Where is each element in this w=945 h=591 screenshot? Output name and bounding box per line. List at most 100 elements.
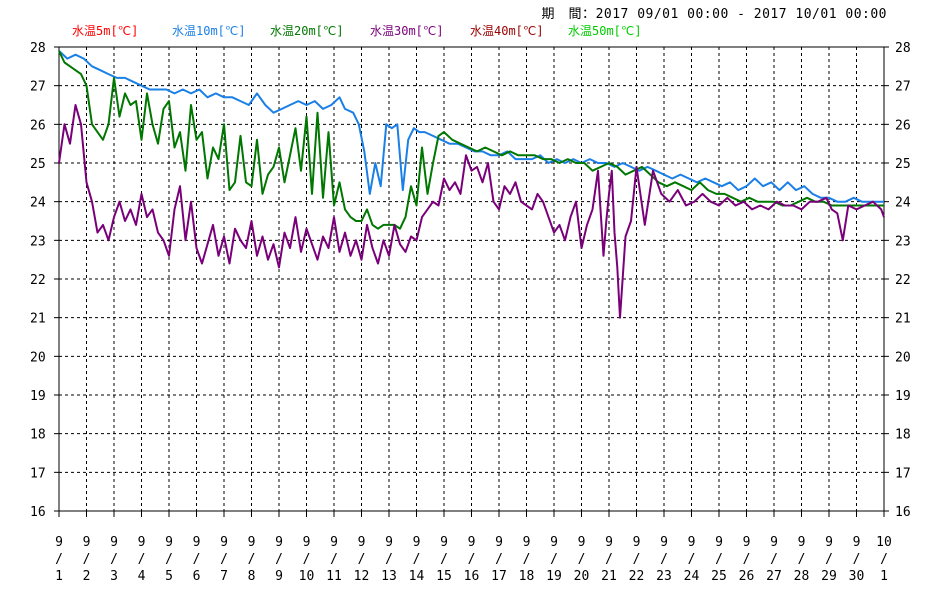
y-tick-label-right: 20 <box>895 350 911 365</box>
y-tick-label-right: 25 <box>895 157 911 172</box>
x-tick-label-month: 9 <box>853 535 861 550</box>
x-tick-label-day: 14 <box>409 569 425 584</box>
y-tick-label-right: 24 <box>895 196 911 211</box>
x-tick-label-day: 5 <box>165 569 173 584</box>
x-tick-label-separator: / <box>853 552 861 567</box>
x-tick-label-separator: / <box>770 552 778 567</box>
legend-item: 水温40m[℃] <box>470 24 544 38</box>
x-tick-label-month: 9 <box>770 535 778 550</box>
period-label: 期 間：2017 09/01 00:00 - 2017 10/01 00:00 <box>542 3 887 22</box>
x-tick-label-day: 11 <box>326 569 342 584</box>
x-tick-label-month: 9 <box>275 535 283 550</box>
x-tick-label-day: 19 <box>546 569 562 584</box>
x-tick-label-separator: / <box>660 552 668 567</box>
y-tick-label-right: 16 <box>895 505 911 520</box>
x-tick-label-month: 9 <box>715 535 723 550</box>
x-tick-label-day: 18 <box>519 569 535 584</box>
x-tick-label-separator: / <box>165 552 173 567</box>
x-tick-label-separator: / <box>825 552 833 567</box>
x-tick-label-month: 9 <box>798 535 806 550</box>
x-tick-label-month: 9 <box>523 535 531 550</box>
x-tick-label-day: 17 <box>491 569 507 584</box>
x-tick-label-day: 15 <box>436 569 452 584</box>
x-tick-label-day: 4 <box>138 569 146 584</box>
x-tick-label-separator: / <box>468 552 476 567</box>
series-line <box>58 50 884 230</box>
x-tick-label-day: 23 <box>656 569 672 584</box>
x-tick-label-separator: / <box>83 552 91 567</box>
x-tick-label-separator: / <box>605 552 613 567</box>
x-tick-label-separator: / <box>440 552 448 567</box>
x-tick-label-separator: / <box>413 552 421 567</box>
y-tick-label-right: 19 <box>895 389 911 404</box>
legend-item: 水温30m[℃] <box>370 24 444 38</box>
y-tick-label-left: 28 <box>30 41 46 56</box>
x-tick-label-separator: / <box>55 552 63 567</box>
x-tick-label-day: 30 <box>849 569 865 584</box>
x-tick-label-month: 9 <box>83 535 91 550</box>
x-tick-label-day: 25 <box>711 569 727 584</box>
x-tick-label-month: 9 <box>385 535 393 550</box>
x-tick-label-separator: / <box>798 552 806 567</box>
legend-item: 水温20m[℃] <box>270 24 344 38</box>
legend-item: 水温5m[℃] <box>72 24 139 38</box>
y-tick-label-right: 23 <box>895 234 911 249</box>
x-tick-label-day: 22 <box>629 569 645 584</box>
x-tick-label-month: 9 <box>193 535 201 550</box>
x-tick-label-separator: / <box>550 552 558 567</box>
x-tick-label-day: 16 <box>464 569 480 584</box>
x-tick-label-separator: / <box>303 552 311 567</box>
series-line <box>58 50 884 203</box>
x-tick-label-separator: / <box>193 552 201 567</box>
x-tick-label-separator: / <box>385 552 393 567</box>
y-tick-label-right: 27 <box>895 80 911 95</box>
x-tick-label-month: 9 <box>633 535 641 550</box>
x-tick-label-month: 9 <box>220 535 228 550</box>
x-tick-label-day: 13 <box>381 569 397 584</box>
x-tick-label-day: 6 <box>193 569 201 584</box>
x-tick-label-separator: / <box>358 552 366 567</box>
x-tick-label-month: 9 <box>165 535 173 550</box>
x-tick-label-day: 2 <box>83 569 91 584</box>
x-tick-label-day: 20 <box>574 569 590 584</box>
x-tick-label-month: 9 <box>578 535 586 550</box>
legend-item: 水温50m[℃] <box>568 24 642 38</box>
series-line <box>58 104 885 319</box>
x-tick-label-month: 9 <box>660 535 668 550</box>
x-tick-label-month: 9 <box>688 535 696 550</box>
x-tick-label-month: 9 <box>110 535 118 550</box>
x-tick-label-day: 3 <box>110 569 118 584</box>
x-tick-label-month: 9 <box>440 535 448 550</box>
y-tick-label-right: 21 <box>895 312 911 327</box>
x-tick-label-day: 7 <box>220 569 228 584</box>
x-tick-label-day: 26 <box>739 569 755 584</box>
x-tick-label-month: 9 <box>138 535 146 550</box>
legend-item: 水温10m[℃] <box>172 24 246 38</box>
y-tick-label-right: 22 <box>895 273 911 288</box>
x-tick-label-day: 24 <box>684 569 700 584</box>
y-tick-label-right: 28 <box>895 41 911 56</box>
y-tick-label-left: 21 <box>30 312 46 327</box>
x-tick-label-separator: / <box>578 552 586 567</box>
y-tick-label-left: 24 <box>30 196 46 211</box>
x-tick-label-day: 12 <box>354 569 370 584</box>
x-tick-label-separator: / <box>523 552 531 567</box>
y-tick-label-right: 17 <box>895 466 911 481</box>
x-tick-label-separator: / <box>495 552 503 567</box>
x-tick-label-separator: / <box>633 552 641 567</box>
x-tick-label-separator: / <box>275 552 283 567</box>
x-tick-label-month: 9 <box>825 535 833 550</box>
x-tick-label-month: 9 <box>303 535 311 550</box>
x-tick-label-month: 9 <box>605 535 613 550</box>
x-tick-label-day: 28 <box>794 569 810 584</box>
period-prefix: 期 間： <box>541 7 596 22</box>
x-tick-label-day: 1 <box>880 569 888 584</box>
x-tick-label-separator: / <box>220 552 228 567</box>
y-tick-label-left: 17 <box>30 466 46 481</box>
x-tick-label-month: 9 <box>248 535 256 550</box>
x-tick-label-month: 10 <box>876 535 892 550</box>
x-tick-label-separator: / <box>110 552 118 567</box>
x-tick-label-separator: / <box>743 552 751 567</box>
x-tick-label-separator: / <box>330 552 338 567</box>
period-range: 2017 09/01 00:00 - 2017 10/01 00:00 <box>595 7 887 22</box>
